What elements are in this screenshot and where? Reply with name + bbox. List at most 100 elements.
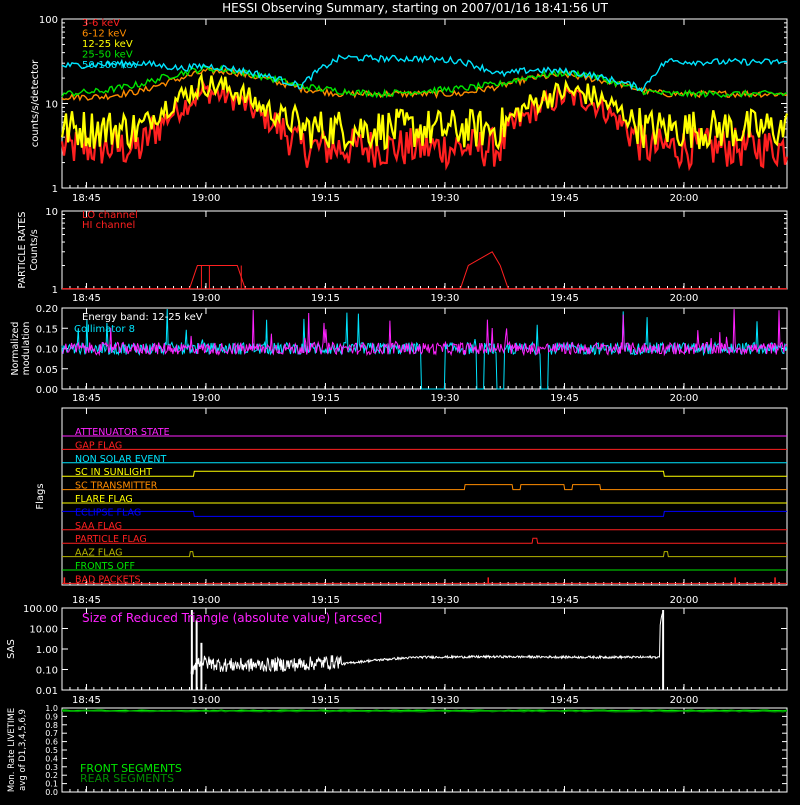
counts-legend-entry: 25-50 keV [82, 50, 133, 61]
sas-xtick-label: 19:30 [431, 695, 460, 706]
flags-xtick-label: 19:30 [431, 595, 460, 606]
livetime-ytick-label: 0.6 [45, 738, 58, 747]
particles-xtick-label: 19:15 [311, 293, 340, 304]
modulation-series-line [61, 308, 788, 390]
particles-xtick-label: 20:00 [670, 293, 699, 304]
counts-xtick-label: 19:15 [311, 193, 340, 204]
flags-label: ECLIPSE FLAG [75, 507, 141, 518]
counts-legend-entry: 12-25 keV [82, 39, 133, 50]
modulation-xtick-label: 19:00 [192, 393, 221, 404]
sas-ytick-label: 100.00 [23, 604, 58, 615]
livetime-ytick-label: 0.5 [45, 746, 58, 755]
flags-frame [61, 407, 788, 586]
livetime-ytick-label: 0.8 [45, 721, 58, 730]
counts-series-line [61, 54, 788, 93]
flags-label: SAA FLAG [75, 521, 122, 532]
sas-ytick-label: 0.10 [36, 666, 58, 677]
modulation-series-line [61, 309, 787, 357]
flags-xtick-label: 19:15 [311, 595, 340, 606]
flags-series-line [62, 484, 787, 491]
modulation-ytick-label: 0.15 [36, 324, 58, 335]
flags-label: AAZ FLAG [75, 548, 122, 559]
particles-legend-entry: LO channel [82, 210, 138, 221]
livetime-ytick-label: 0.4 [45, 754, 58, 763]
particles-frame [61, 210, 788, 290]
modulation-ytick-label: 0.20 [36, 304, 58, 315]
flags-series-line [62, 470, 787, 477]
particles-xtick-label: 19:30 [431, 293, 460, 304]
livetime-ytick-label: 0.9 [45, 712, 58, 721]
sas-xtick-label: 19:00 [192, 695, 221, 706]
sas-ytick-label: 1.00 [36, 645, 58, 656]
particles-xtick-label: 19:00 [192, 293, 221, 304]
livetime-ytick-label: 0.2 [45, 771, 58, 780]
flags-label: FLARE FLAG [75, 494, 133, 505]
livetime-series-line [61, 710, 788, 713]
modulation-ylabel: Normalized [10, 322, 21, 376]
flags-label: SC IN SUNLIGHT [75, 467, 152, 478]
flags-label: NON SOLAR EVENT [75, 454, 166, 465]
modulation-xtick-label: 19:15 [311, 393, 340, 404]
flags-xtick-label: 19:45 [550, 595, 579, 606]
counts-ylabel: counts/s/detector [30, 59, 41, 147]
livetime-ytick-label: 0.3 [45, 763, 58, 772]
counts-xtick-label: 20:00 [670, 193, 699, 204]
flags-label: SC TRANSMITTER [75, 481, 158, 492]
particles-ylabel: Counts/s [29, 229, 40, 270]
sas-ytick-label: 10.00 [29, 625, 58, 636]
sas-xtick-label: 19:15 [311, 695, 340, 706]
modulation-ytick-label: 0.00 [36, 385, 58, 396]
flags-series-line [62, 510, 787, 517]
counts-xtick-label: 19:00 [192, 193, 221, 204]
sas-title: Size of Reduced Triangle (absolute value… [82, 611, 382, 625]
livetime-ytick-label: 0.1 [45, 780, 58, 789]
sas-ytick-label: 0.01 [36, 686, 58, 697]
particles-series-line [62, 251, 787, 290]
counts-legend-entry: 6-12 keV [82, 29, 126, 40]
modulation-xtick-label: 19:30 [431, 393, 460, 404]
sas-xtick-label: 18:45 [72, 695, 101, 706]
counts-series-line [61, 64, 788, 99]
livetime-legend-entry: FRONT SEGMENTS [80, 762, 182, 775]
modulation-xtick-label: 19:45 [550, 393, 579, 404]
counts-ytick-label: 1 [52, 184, 58, 195]
sas-xtick-label: 19:45 [550, 695, 579, 706]
counts-legend-entry: 3-6 keV [82, 18, 120, 29]
particles-ylabel: PARTICLE RATES [17, 212, 28, 289]
livetime-ylabel: Mon. Rate LIVETIME [7, 708, 17, 792]
modulation-ytick-label: 0.05 [36, 365, 58, 376]
modulation-xtick-label: 18:45 [72, 393, 101, 404]
flags-label: FRONTS OFF [75, 561, 135, 572]
counts-xtick-label: 18:45 [72, 193, 101, 204]
particles-xtick-label: 19:45 [550, 293, 579, 304]
flags-xtick-label: 18:45 [72, 595, 101, 606]
livetime-series-line [62, 709, 788, 712]
flags-label: ATTENUATOR STATE [75, 427, 170, 438]
sas-xtick-label: 20:00 [670, 695, 699, 706]
modulation-ytick-label: 0.10 [36, 345, 58, 356]
flags-series-line [62, 537, 787, 544]
particles-xtick-label: 18:45 [72, 293, 101, 304]
flags-ylabel: Flags [35, 483, 46, 509]
counts-series-line [60, 72, 789, 152]
flags-series-line [62, 551, 787, 558]
counts-xtick-label: 19:30 [431, 193, 460, 204]
livetime-ytick-label: 1.0 [45, 704, 58, 713]
figure-title: HESSI Observing Summary, starting on 200… [222, 1, 608, 15]
livetime-ytick-label: 0.0 [45, 788, 58, 797]
counts-series-line [61, 67, 788, 102]
livetime-ytick-label: 0.7 [45, 729, 58, 738]
flags-xtick-label: 20:00 [670, 595, 699, 606]
modulation-legend-entry: Collimator 8 [74, 324, 135, 335]
livetime-legend-entry: REAR SEGMENTS [80, 772, 174, 785]
flags-label: BAD PACKETS [75, 574, 141, 585]
flags-xtick-label: 19:00 [192, 595, 221, 606]
counts-legend-entry: 50-100 keV [82, 60, 139, 71]
modulation-xtick-label: 20:00 [670, 393, 699, 404]
counts-xtick-label: 19:45 [550, 193, 579, 204]
counts-series-line [60, 80, 789, 172]
modulation-annotation: Energy band: 12-25 keV [82, 312, 203, 323]
sas-series-line [190, 612, 664, 675]
